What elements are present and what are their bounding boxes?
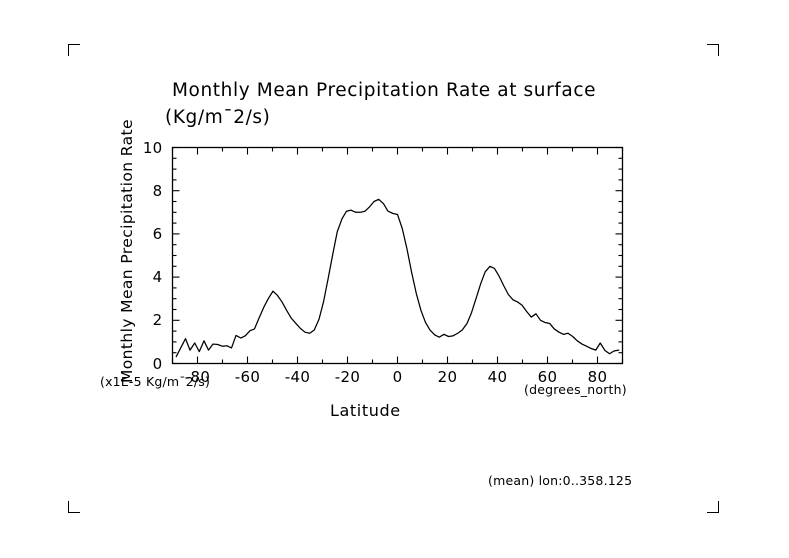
data-series-line (175, 198, 620, 358)
y-axis-units-note: (x1E-5 Kg/m¯2/s) (100, 374, 211, 389)
x-axis-units-note: (degrees_north) (524, 382, 627, 397)
x-tick-label: -20 (334, 367, 361, 386)
y-tick-label: 4 (152, 268, 163, 287)
x-tick-label: -60 (234, 367, 261, 386)
registration-mark-bottom-left (68, 501, 80, 513)
registration-mark-top-right (707, 44, 719, 56)
x-tick-label: 80 (587, 367, 608, 386)
chart-title-line-1: Monthly Mean Precipitation Rate at surfa… (172, 80, 597, 101)
y-tick-label: 2 (152, 311, 163, 330)
y-tick-label: 0 (152, 354, 163, 373)
registration-mark-top-left (68, 44, 80, 56)
ticks-group (171, 146, 624, 365)
y-tick-label: 10 (142, 138, 163, 157)
x-tick-label: 40 (487, 367, 508, 386)
chart-title-line-2: (Kg/m¯2/s) (165, 107, 271, 128)
y-tick-label: 6 (152, 224, 163, 243)
x-tick-label: 0 (392, 367, 403, 386)
y-tick-label: 8 (152, 181, 163, 200)
axes-group (171, 146, 624, 365)
x-axis-title: Latitude (330, 401, 401, 420)
x-tick-label: -40 (284, 367, 311, 386)
footer-note: (mean) lon:0..358.125 (488, 473, 633, 488)
x-tick-label: 20 (437, 367, 458, 386)
x-tick-label: -80 (184, 367, 211, 386)
registration-mark-bottom-right (707, 501, 719, 513)
x-tick-label: 60 (537, 367, 558, 386)
